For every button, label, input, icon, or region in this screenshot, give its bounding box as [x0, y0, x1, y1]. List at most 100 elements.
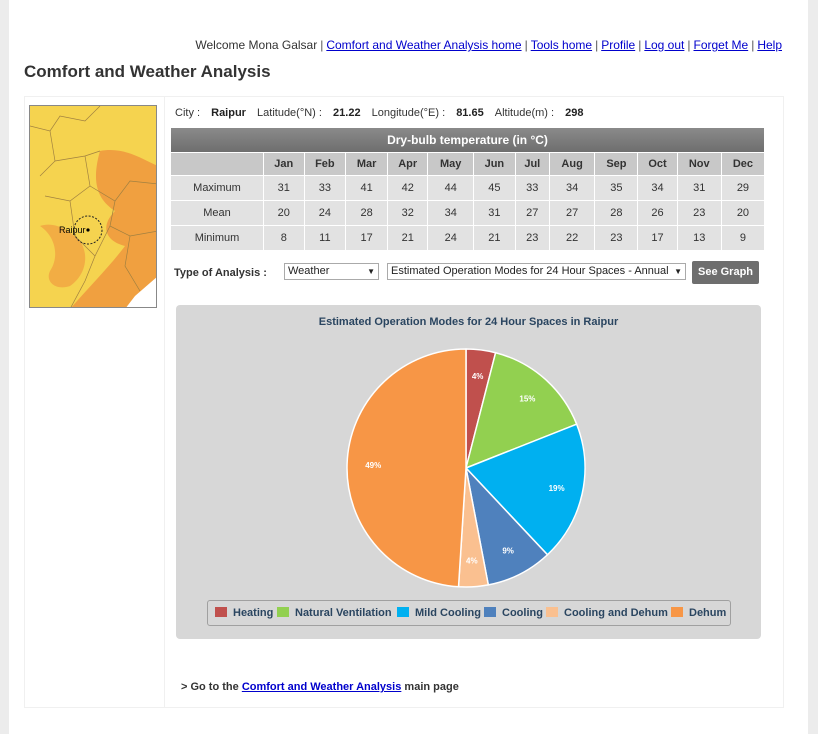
longitude-value: 81.65 — [456, 107, 484, 119]
table-cell: 26 — [638, 201, 677, 225]
nav-link-cwa-home[interactable]: Comfort and Weather Analysis home — [326, 38, 522, 52]
table-cell: 27 — [515, 201, 549, 225]
table-cell: 28 — [595, 201, 638, 225]
month-header: Jul — [515, 153, 549, 175]
table-cell: 42 — [387, 176, 428, 200]
table-cell: 22 — [549, 226, 595, 250]
pie-slice-label: 15% — [519, 394, 535, 403]
nav-link-logout[interactable]: Log out — [644, 38, 685, 52]
legend-label: Cooling and Dehum — [564, 607, 668, 619]
table-cell: 45 — [474, 176, 515, 200]
legend-swatch — [546, 607, 558, 617]
legend-swatch — [671, 607, 683, 617]
location-map: Raipur — [29, 105, 157, 308]
month-header: Oct — [638, 153, 677, 175]
temperature-table-caption: Dry-bulb temperature (in °C) — [171, 128, 764, 152]
nav-link-forget-me[interactable]: Forget Me — [693, 38, 749, 52]
nav-link-tools-home[interactable]: Tools home — [530, 38, 593, 52]
chevron-down-icon: ▼ — [367, 267, 375, 276]
table-cell: 21 — [474, 226, 515, 250]
see-graph-button[interactable]: See Graph — [692, 261, 759, 284]
month-header: Jan — [264, 153, 304, 175]
welcome-text: Welcome Mona Galsar — [195, 38, 318, 52]
month-header: Apr — [387, 153, 428, 175]
footer-note: > Go to the Comfort and Weather Analysis… — [181, 681, 459, 693]
table-cell: 34 — [638, 176, 677, 200]
legend-label: Natural Ventilation — [295, 607, 392, 619]
analysis-type-value: Weather — [288, 265, 330, 277]
analysis-type-select[interactable]: Weather ▼ — [284, 263, 379, 280]
table-cell: 21 — [387, 226, 428, 250]
map-city-label: Raipur — [59, 225, 86, 235]
month-header: Aug — [549, 153, 595, 175]
table-cell: 33 — [304, 176, 346, 200]
table-cell: 41 — [346, 176, 387, 200]
footer-cwa-link[interactable]: Comfort and Weather Analysis — [241, 681, 402, 693]
legend-item: Mild Cooling — [397, 607, 481, 619]
map-column: Raipur — [25, 97, 165, 707]
chart-panel: Estimated Operation Modes for 24 Hour Sp… — [176, 305, 761, 639]
pie-chart: 4% 15% 19% 9% 4% 49% — [346, 348, 586, 588]
table-cell: 13 — [677, 226, 721, 250]
legend-item: Dehum — [671, 607, 726, 619]
table-cell: 23 — [677, 201, 721, 225]
nav-link-help[interactable]: Help — [757, 38, 782, 52]
top-navigation: Welcome Mona Galsar | Comfort and Weather … — [195, 38, 782, 52]
pie-slice-label: 49% — [365, 461, 381, 470]
table-cell: 17 — [346, 226, 387, 250]
month-header: Mar — [346, 153, 387, 175]
legend-item: Cooling and Dehum — [546, 607, 668, 619]
table-row-maximum: Maximum 31 33 41 42 44 45 33 34 35 34 31… — [171, 176, 764, 200]
month-header: Feb — [304, 153, 346, 175]
table-cell: 17 — [638, 226, 677, 250]
chart-title: Estimated Operation Modes for 24 Hour Sp… — [318, 316, 619, 328]
month-header: Jun — [474, 153, 515, 175]
table-row-mean: Mean 20 24 28 32 34 31 27 27 28 26 23 20 — [171, 201, 764, 225]
chart-legend: Heating Natural Ventilation Mild Cooling… — [207, 600, 731, 626]
altitude-label: Altitude(m) : — [494, 107, 555, 119]
nav-link-profile[interactable]: Profile — [601, 38, 636, 52]
table-cell: 31 — [677, 176, 721, 200]
table-cell: 23 — [595, 226, 638, 250]
table-cell: 9 — [721, 226, 764, 250]
legend-swatch — [277, 607, 289, 617]
region-map-image: Raipur — [30, 106, 156, 307]
temperature-table: Dry-bulb temperature (in °C) Jan Feb Mar… — [170, 127, 765, 251]
month-header: Dec — [721, 153, 764, 175]
pie-slice-label: 19% — [549, 484, 565, 493]
table-cell: 32 — [387, 201, 428, 225]
city-info: City : Raipur Latitude(°N) : 21.22 Longi… — [175, 107, 584, 119]
page: Welcome Mona Galsar | Comfort and Weather … — [9, 0, 808, 734]
table-cell: 20 — [721, 201, 764, 225]
table-cell: 8 — [264, 226, 304, 250]
table-cell: 33 — [515, 176, 549, 200]
latitude-value: 21.22 — [333, 107, 361, 119]
page-title: Comfort and Weather Analysis — [24, 62, 271, 81]
legend-item: Cooling — [484, 607, 543, 619]
table-cell: 34 — [428, 201, 474, 225]
table-cell: 11 — [304, 226, 346, 250]
table-cell: 24 — [304, 201, 346, 225]
footer-prefix: > Go to the — [181, 681, 239, 693]
analysis-mode-select[interactable]: Estimated Operation Modes for 24 Hour Sp… — [387, 263, 686, 280]
legend-label: Heating — [233, 607, 274, 619]
latitude-label: Latitude(°N) : — [257, 107, 322, 119]
month-header: May — [428, 153, 474, 175]
city-label: City : — [175, 107, 201, 119]
month-header: Nov — [677, 153, 721, 175]
longitude-label: Longitude(°E) : — [371, 107, 446, 119]
content-box: Raipur City : Raipur Latitude(°N) : 21.2… — [24, 96, 784, 708]
pie-slice-natural-ventilation — [464, 351, 578, 470]
pie-slice-label: 4% — [466, 557, 478, 566]
legend-label: Cooling — [502, 607, 543, 619]
table-cell: 24 — [428, 226, 474, 250]
pie-slice-label: 9% — [502, 547, 514, 556]
table-cell: 29 — [721, 176, 764, 200]
footer-suffix: main page — [404, 681, 459, 693]
table-corner — [171, 153, 263, 175]
row-label: Maximum — [171, 176, 263, 200]
table-cell: 31 — [474, 201, 515, 225]
table-row-minimum: Minimum 8 11 17 21 24 21 23 22 23 17 13 … — [171, 226, 764, 250]
pie-slice-mild-cooling — [464, 423, 586, 556]
table-cell: 34 — [549, 176, 595, 200]
